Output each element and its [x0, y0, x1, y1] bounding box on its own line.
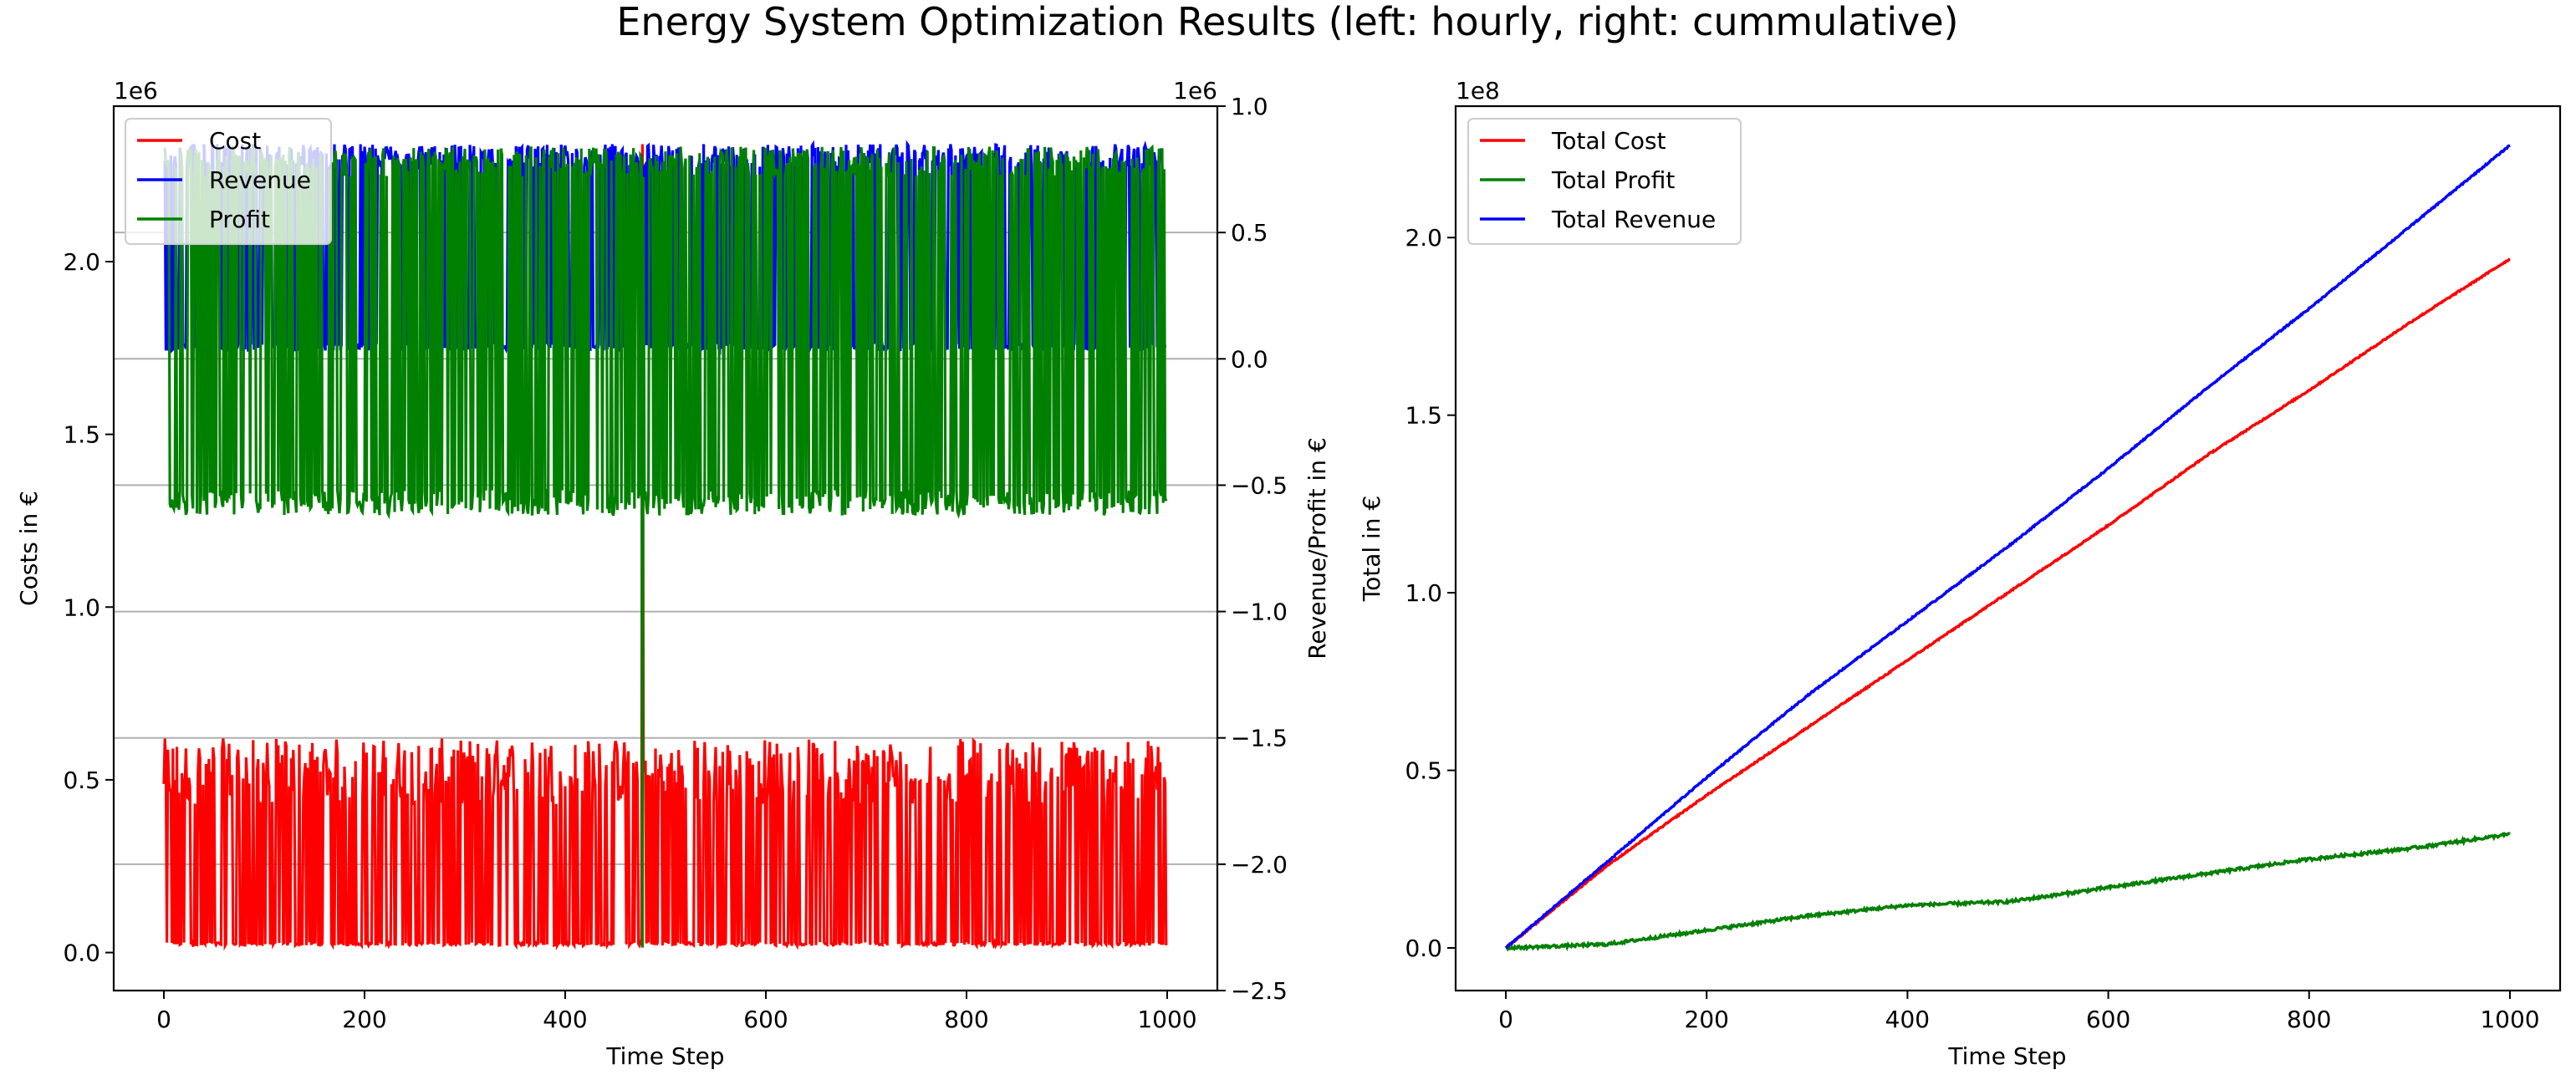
right-x-tick-label: 400 — [1885, 1006, 1930, 1033]
right-chart: 0 200 400 600 800 1000 0.0 0.5 1.0 1.5 2.0 Time S… — [1358, 77, 2562, 1070]
left-x-tick-label: 600 — [743, 1006, 788, 1033]
left-y-tick-label: 0.0 — [63, 940, 100, 967]
left-x-axis-label: Time Step — [605, 1042, 724, 1070]
left-y2-tick-label: 0.5 — [1231, 219, 1268, 247]
left-legend-box — [125, 118, 332, 245]
left-y-offset-label: 1e6 — [114, 77, 158, 104]
left-y2-offset-label: 1e6 — [1173, 77, 1217, 104]
right-y-tick-label: 2.0 — [1405, 224, 1442, 252]
legend-label-total-cost: Total Cost — [1551, 127, 1666, 155]
left-x-tick-label: 400 — [543, 1006, 587, 1033]
left-y2-tick-label: −2.5 — [1231, 977, 1288, 1005]
right-x-tick-label: 1000 — [2480, 1006, 2539, 1033]
series-total-profit-line — [1504, 831, 2511, 952]
left-chart: 0 200 400 600 800 1000 0.00.51.01.52.0 −2.5−2… — [15, 77, 1331, 1070]
figure-title: Energy System Optimization Results (left… — [616, 0, 1958, 44]
left-y2-axis: −2.5 −2.0 −1.5 −1.0 −0.5 0.0 0.5 1.0 — [1217, 93, 1288, 1005]
series-profit-line — [163, 144, 1168, 948]
right-legend-box — [1467, 118, 1742, 245]
right-x-tick-label: 200 — [1685, 1006, 1729, 1033]
left-x-tick-label: 800 — [944, 1006, 988, 1033]
right-y-axis-label: Total in € — [1358, 496, 1385, 603]
left-x-axis: 0 200 400 600 800 1000 — [156, 991, 1197, 1033]
series-total-revenue-line — [1505, 144, 2511, 950]
legend-label-revenue: Revenue — [209, 166, 311, 194]
right-plot-frame — [1454, 104, 2562, 992]
right-y-tick-label: 1.5 — [1405, 402, 1442, 430]
right-x-axis-label: Time Step — [1947, 1042, 2066, 1070]
left-y-tick-label: 2.0 — [63, 248, 100, 276]
left-legend: Cost Revenue Profit — [125, 118, 332, 245]
legend-label-total-revenue: Total Revenue — [1551, 206, 1716, 233]
left-y-axis: 0.0 0.5 1.0 1.5 2.0 — [63, 248, 114, 967]
right-x-tick-label: 0 — [1498, 1006, 1513, 1033]
right-y-tick-label: 0.0 — [1405, 935, 1442, 962]
left-y-tick-label: 0.5 — [63, 767, 100, 794]
left-y2-tick-label: −1.5 — [1231, 725, 1288, 752]
right-legend: Total Cost Total Profit Total Revenue — [1467, 118, 1742, 245]
left-y-tick-label: 1.0 — [63, 593, 100, 621]
right-y-offset-label: 1e8 — [1456, 77, 1500, 104]
right-plot-area — [1504, 144, 2511, 952]
series-cost-line — [162, 144, 1168, 951]
left-plot-frame — [112, 104, 1219, 992]
left-y2-tick-label: −2.0 — [1231, 851, 1288, 879]
left-x-tick-label: 1000 — [1137, 1006, 1196, 1033]
left-x-tick-label: 0 — [156, 1006, 171, 1033]
right-x-axis: 0 200 400 600 800 1000 — [1498, 991, 2540, 1033]
legend-label-total-profit: Total Profit — [1551, 166, 1675, 194]
left-x-tick-label: 200 — [342, 1006, 386, 1033]
right-y-tick-label: 1.0 — [1405, 579, 1442, 607]
series-total-cost-line — [1504, 257, 2511, 950]
right-y-axis: 0.0 0.5 1.0 1.5 2.0 — [1405, 224, 1456, 962]
left-y-tick-label: 1.5 — [63, 421, 100, 449]
right-y-tick-label: 0.5 — [1405, 757, 1442, 785]
left-y2-axis-label: Revenue/Profit in € — [1303, 437, 1331, 660]
legend-label-profit: Profit — [209, 206, 270, 233]
left-y2-tick-label: −1.0 — [1231, 599, 1288, 626]
left-y2-tick-label: 0.0 — [1231, 345, 1268, 373]
legend-label-cost: Cost — [209, 127, 261, 155]
right-x-tick-label: 800 — [2287, 1006, 2331, 1033]
left-plot-area — [114, 140, 1217, 951]
left-y-axis-label: Costs in € — [15, 491, 43, 606]
left-y2-tick-label: 1.0 — [1231, 93, 1268, 120]
right-x-tick-label: 600 — [2086, 1006, 2130, 1033]
left-y2-tick-label: −0.5 — [1231, 471, 1288, 499]
